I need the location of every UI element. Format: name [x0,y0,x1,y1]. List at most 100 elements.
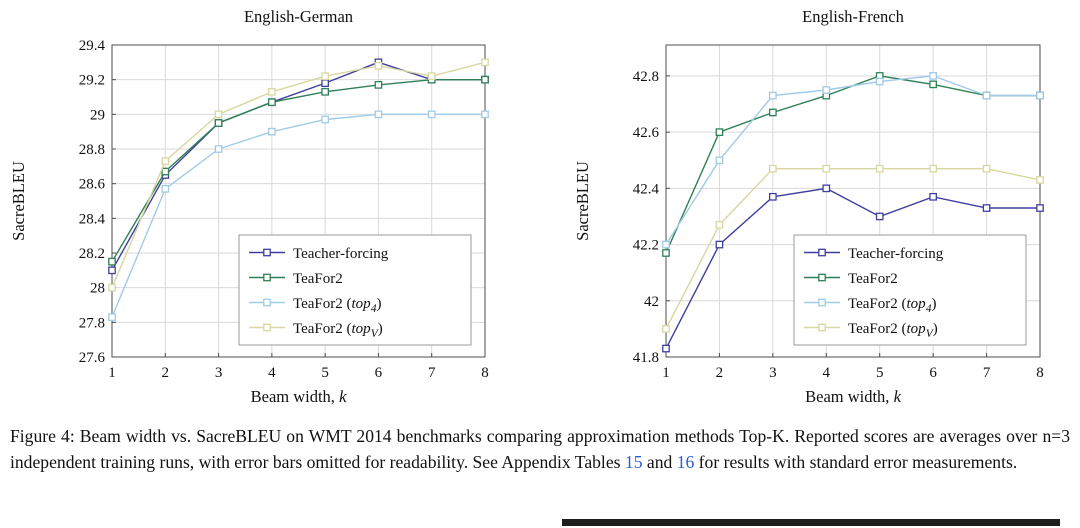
legend-box [793,234,1027,346]
marker-square [982,164,991,173]
marker-square [374,110,383,119]
marker-square [769,91,777,100]
legend-label: TeaFor2 (top4) [293,296,381,315]
chart-english-german: 27.6 27.8 28 28.2 28.4 28.6 28.8 29 29.2 29.4 1 2 3 4… [0,0,540,420]
marker-square [769,192,777,201]
marker-square [214,119,223,127]
caption-text-between: and [642,451,677,472]
chart-english-german-svg: 27.6 27.8 28 28.2 28.4 28.6 28.8 29 29.2 29.4 1 2 3 4… [9,7,489,406]
x-tick-label: 2 [162,365,170,381]
marker-square [1036,176,1044,184]
axis-ticks: 41.8 42 42.2 42.4 42.6 42.8 1 2 3 4 5 6 7 8 [633,69,1044,381]
marker-square [715,240,724,249]
legend-label: TeaFor2 (topV) [848,321,938,340]
marker-square [715,156,724,165]
y-tick-label: 28.4 [79,211,106,227]
x-tick-label: 6 [375,365,383,381]
y-tick-label: 27.6 [79,350,106,366]
y-tick-label: 29 [90,107,105,123]
series-teafor2 [108,75,489,266]
x-tick-label: 7 [983,365,991,381]
marker-square [769,164,777,173]
series-teacher-forcing [662,184,1044,353]
ref-link-table-15[interactable]: 15 [624,451,643,472]
x-tick-label: 4 [268,365,276,381]
marker-square [929,72,937,80]
legend-label: TeaFor2 (top4) [848,296,936,315]
marker-square [662,344,670,353]
marker-square [321,79,329,87]
legend-marker [818,323,826,332]
charts-row: 27.6 27.8 28 28.2 28.4 28.6 28.8 29 29.2 29.4 1 2 3 4… [0,0,1080,420]
marker-square [715,221,724,229]
chart-title: English-German [244,7,353,26]
marker-square [929,80,937,89]
marker-square [929,164,937,173]
caption-text-after: for results with standard error measurem… [694,451,1018,472]
legend-entry-teafor2: TeaFor2 [804,271,898,287]
legend-label: Teacher-forcing [293,246,389,262]
chart-english-french: 41.8 42 42.2 42.4 42.6 42.8 1 2 3 4 5 6 7 8 English-Fr… [540,0,1080,420]
y-tick-label: 28 [90,281,105,297]
plot-frame [665,44,1041,358]
series-teafor2-top-4 [108,110,489,321]
series-teafor2-top-v [662,164,1044,333]
marker-square [214,110,223,119]
legend-marker [818,298,826,307]
y-tick-label: 29.4 [79,38,106,54]
x-tick-label: 6 [929,365,937,381]
y-tick-label: 42.6 [633,125,660,141]
legend-label: TeaFor2 (topV) [293,321,383,340]
series-teafor2-top-v [108,58,489,292]
marker-square [875,164,884,173]
y-tick-label: 42.8 [633,69,659,85]
marker-square [982,204,991,212]
chart-english-french-svg: 41.8 42 42.2 42.4 42.6 42.8 1 2 3 4 5 6 7 8 English-Fr… [573,7,1044,406]
marker-square [1036,91,1044,100]
marker-square [769,108,777,117]
y-tick-label: 28.2 [79,246,105,262]
legend-marker [818,248,826,257]
x-tick-label: 8 [481,365,489,381]
marker-square [108,257,116,266]
marker-square [662,325,670,333]
x-tick-label: 7 [428,365,436,381]
marker-square [481,110,489,119]
legend-entry-teafor2: TeaFor2 [249,271,343,287]
y-tick-label: 28.6 [79,177,106,193]
x-tick-label: 3 [769,365,777,381]
legend-marker [263,323,271,332]
legend: Teacher-forcing TeaFor2 TeaFor2 (top4) TeaF… [793,234,1027,346]
legend-marker [263,298,271,307]
caption-text-before: Figure 4: Beam width vs. SacreBLEU on WM… [10,426,1070,472]
marker-square [108,283,116,292]
x-tick-label: 3 [215,365,223,381]
marker-square [108,313,116,321]
marker-square [481,75,489,84]
x-tick-label: 2 [716,365,724,381]
y-tick-label: 42 [644,294,659,310]
marker-square [374,81,383,89]
marker-square [662,240,670,249]
chart-title: English-French [802,7,904,26]
marker-square [108,266,116,275]
marker-square [822,86,831,94]
y-tick-label: 41.8 [633,350,659,366]
ref-link-table-16[interactable]: 16 [676,451,695,472]
marker-square [268,87,276,96]
legend-entry-teafor2-top-v: TeaFor2 (topV) [249,321,383,340]
series-teafor2-top-4 [662,72,1044,249]
marker-square [321,72,329,81]
marker-square [481,58,489,67]
legend-label: Teacher-forcing [848,246,944,262]
marker-square [822,164,831,173]
plot-frame [111,44,486,358]
marker-square [1036,204,1044,212]
legend-marker [818,273,826,282]
x-axis-label: Beam width, k [251,387,347,406]
x-tick-label: 8 [1036,365,1044,381]
marker-square [214,145,223,153]
marker-square [321,115,329,124]
legend: Teacher-forcing TeaFor2 TeaFor2 (top4) TeaF… [238,234,472,346]
